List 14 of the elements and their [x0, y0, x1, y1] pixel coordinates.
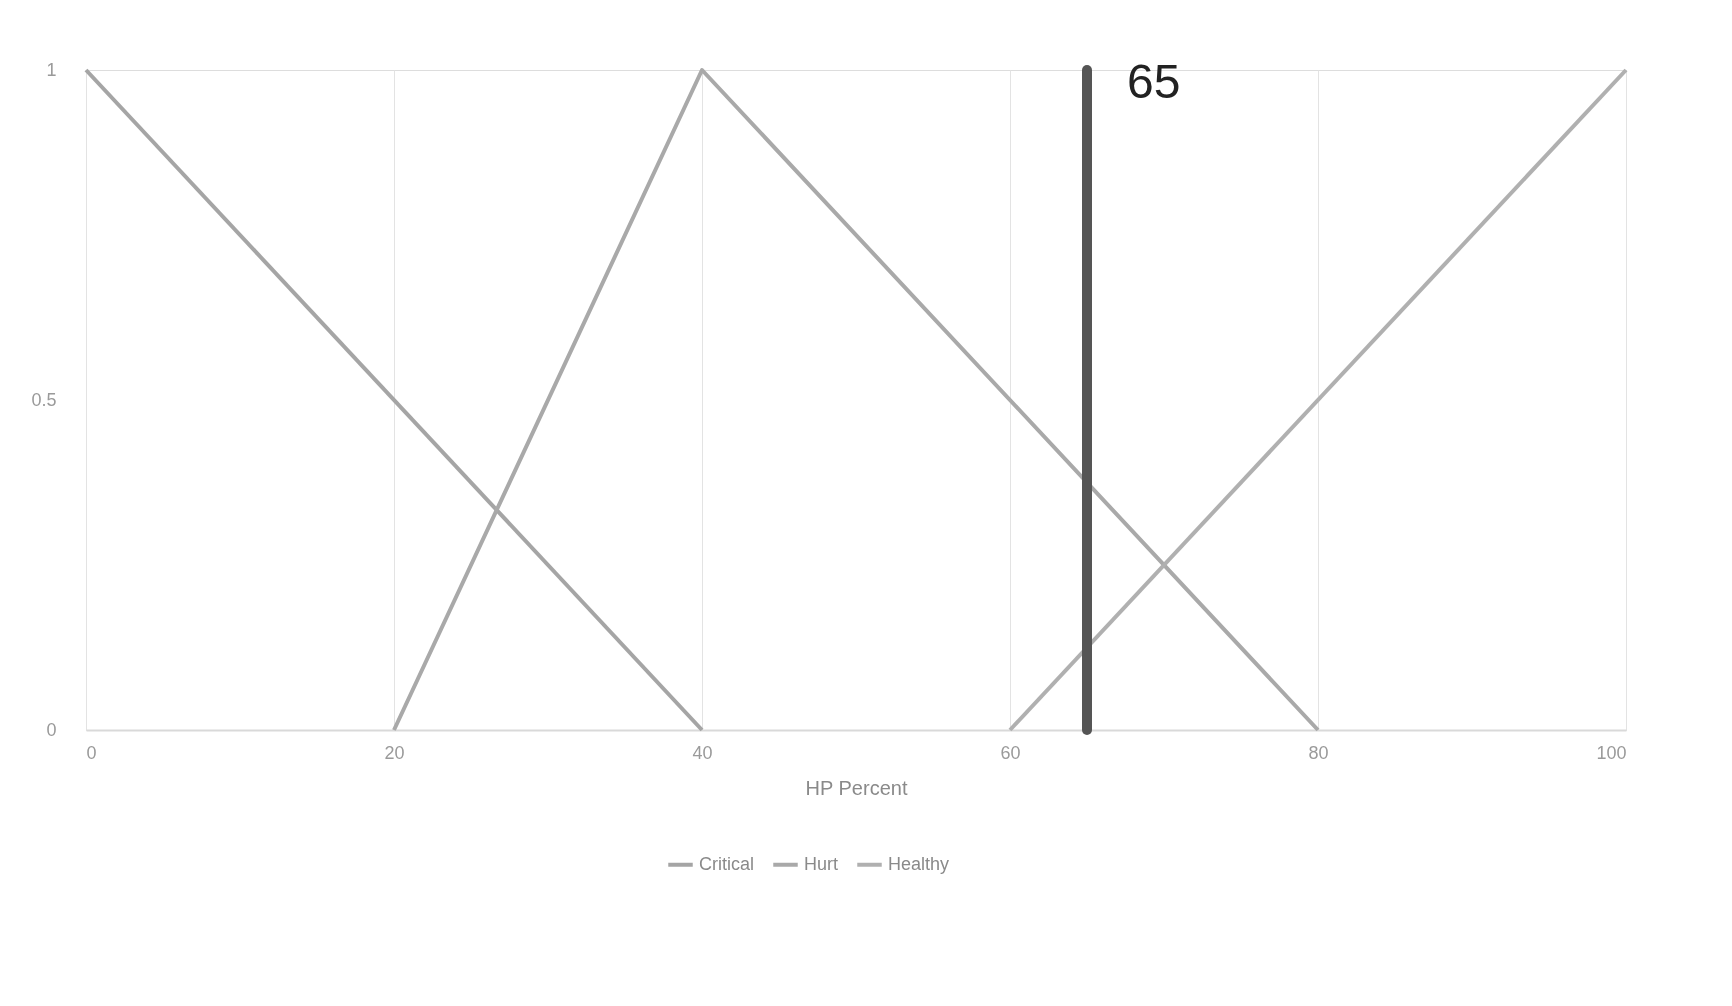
legend-label: Critical: [699, 853, 755, 874]
x-axis-title: HP Percent: [805, 776, 908, 799]
ref-line-label: 65: [1127, 55, 1181, 108]
y-tick-label: 0.5: [31, 389, 57, 410]
y-tick-label: 1: [46, 59, 57, 80]
y-tick-label: 0: [46, 719, 57, 740]
x-tick-label: 60: [1000, 742, 1021, 763]
x-tick-label: 40: [692, 742, 713, 763]
x-tick-label: 0: [86, 742, 97, 763]
x-tick-label: 80: [1308, 742, 1329, 763]
x-tick-label: 20: [384, 742, 405, 763]
legend-label: Healthy: [888, 853, 950, 874]
legend-label: Hurt: [804, 853, 839, 874]
x-tick-label: 100: [1596, 742, 1627, 763]
